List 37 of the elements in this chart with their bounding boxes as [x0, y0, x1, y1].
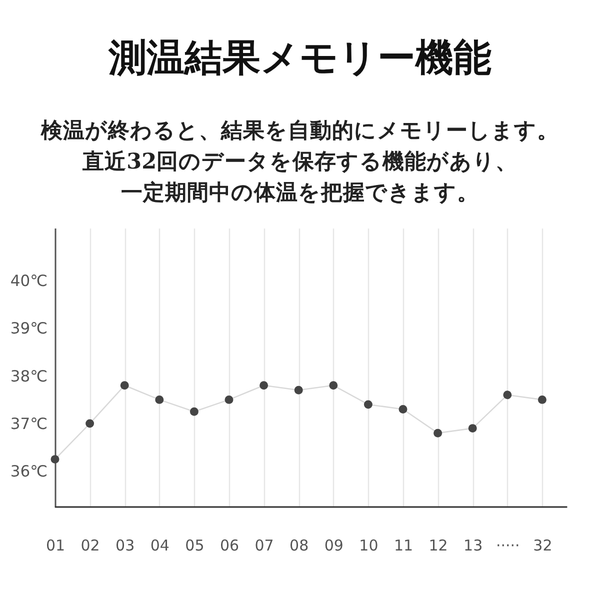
point — [503, 390, 512, 400]
x-tick-label: 04 — [150, 536, 170, 554]
point — [120, 381, 129, 390]
x-tick-label: 08 — [290, 536, 309, 554]
point — [260, 381, 268, 390]
y-tick-label: 36℃ — [10, 462, 48, 481]
y-tick-label: 37℃ — [10, 415, 48, 434]
point — [155, 395, 164, 404]
x-tick-label: 03 — [116, 536, 135, 554]
point — [434, 428, 442, 438]
point — [190, 407, 198, 416]
point — [329, 381, 338, 390]
point — [538, 395, 546, 404]
y-tick-label: 38℃ — [10, 367, 48, 386]
chart-subtitle: 検温が終わると、結果を自動的にメモリーします。直近32回のデータを保存する機能があり、一定期間中の体温を把握できます。 — [40, 118, 560, 206]
x-tick-label: 09 — [324, 536, 344, 554]
x-tick-label: 13 — [464, 536, 483, 554]
chart-title: 測温結果メモリー機能 — [108, 34, 492, 80]
x-tick-label: ····· — [496, 536, 520, 554]
x-tick-label: 12 — [428, 536, 448, 554]
point — [50, 455, 60, 464]
x-tick-label: 11 — [394, 536, 414, 554]
x-tick-label: 05 — [185, 536, 204, 554]
x-tick-label: 07 — [254, 536, 274, 554]
x-tick-label: 10 — [359, 536, 378, 554]
point — [294, 386, 303, 394]
point — [364, 400, 372, 409]
y-tick-label: 39℃ — [10, 320, 48, 338]
point — [398, 404, 408, 414]
x-tick-label: 32 — [533, 536, 552, 554]
point — [468, 424, 477, 433]
x-tick-label: 06 — [220, 536, 240, 554]
point — [224, 395, 234, 404]
x-tick-label: 02 — [80, 536, 100, 554]
x-tick-label: 01 — [46, 536, 66, 554]
point — [86, 419, 94, 428]
y-tick-label: 40℃ — [10, 272, 48, 290]
